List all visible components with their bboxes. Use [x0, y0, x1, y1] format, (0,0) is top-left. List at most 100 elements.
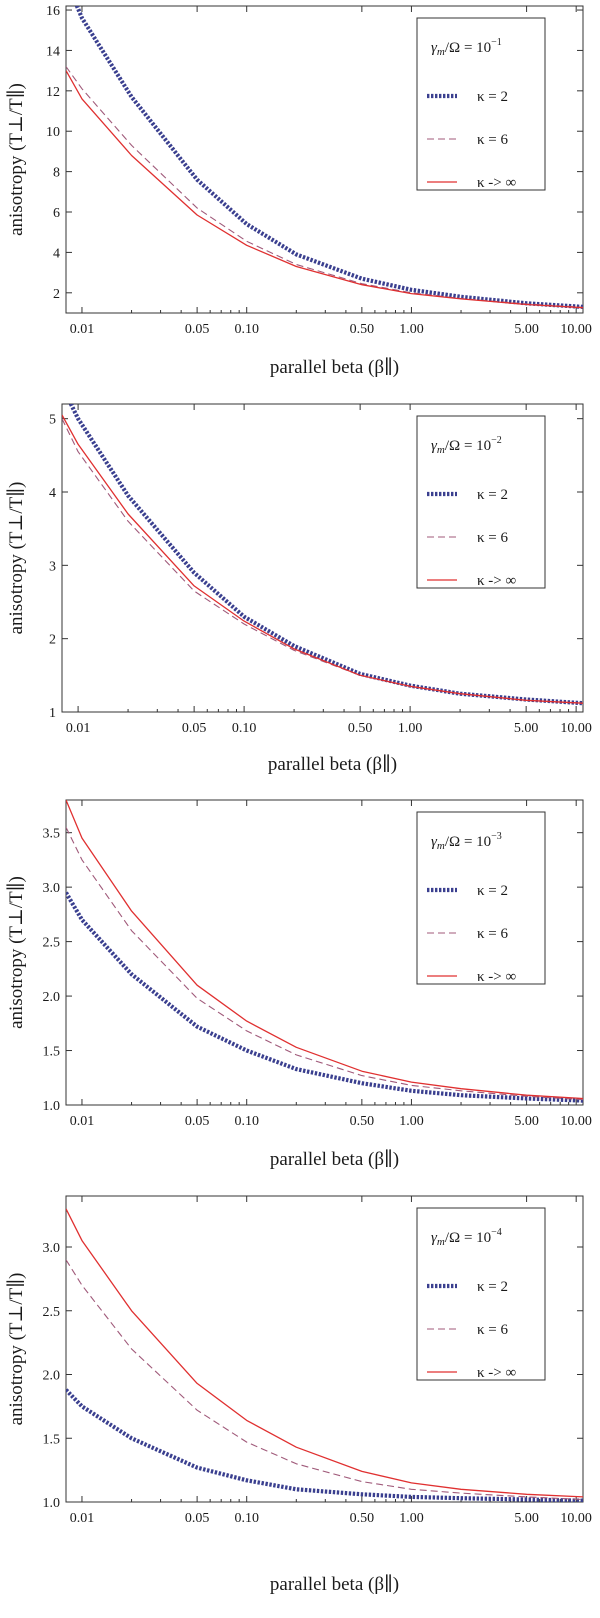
- y-tick-label: 1.0: [43, 1496, 61, 1511]
- x-tick-label: 0.10: [234, 1114, 259, 1129]
- x-tick-label: 0.10: [234, 1511, 259, 1526]
- y-tick-label: 2.5: [43, 1305, 61, 1320]
- series-group: [66, 1208, 583, 1502]
- legend-entry: κ = 6: [477, 530, 509, 546]
- legend-entry: κ = 2: [477, 89, 508, 105]
- y-tick-label: 12: [46, 85, 60, 100]
- x-tick-label: 10.00: [560, 1114, 592, 1129]
- x-tick-label: 10.00: [560, 322, 592, 337]
- series-line-dotted: [66, 1388, 583, 1502]
- legend-entry: κ = 6: [477, 926, 509, 942]
- legend-title: γm/Ω = 10−1: [431, 37, 502, 58]
- x-tick-label: 0.50: [350, 1114, 375, 1129]
- x-axis-label: parallel beta (β∥): [268, 754, 397, 775]
- chart-panel: 0.01 0.05 0.10 0.50 1.00 5.00 10.00 1 2 3 4 5 parall…: [6, 403, 592, 775]
- x-tick-label: 0.05: [185, 1511, 210, 1526]
- x-tick-label: 5.00: [514, 1114, 539, 1129]
- series-line-solid: [62, 414, 583, 704]
- y-axis-label: anisotropy (T⊥/T∥): [6, 876, 27, 1029]
- chart-panel: 0.01 0.05 0.10 0.50 1.00 5.00 10.00 1.0 1.5 2.0 2.…: [6, 1195, 592, 1595]
- series-line-solid: [66, 1208, 583, 1498]
- legend-entry: κ = 2: [477, 883, 508, 899]
- series-line-dashed: [66, 826, 583, 1101]
- legend-entry: κ = 6: [477, 1322, 509, 1338]
- legend-entry: κ -> ∞: [477, 1365, 516, 1381]
- series-group: [66, 800, 583, 1103]
- y-tick-label: 3: [49, 559, 56, 574]
- y-axis-label: anisotropy (T⊥/T∥): [6, 83, 27, 236]
- x-axis-label: parallel beta (β∥): [270, 1574, 399, 1595]
- y-tick-label: 4: [49, 486, 56, 501]
- x-axis-label: parallel beta (β∥): [270, 1149, 399, 1170]
- x-tick-label: 0.01: [70, 1511, 95, 1526]
- y-tick-label: 10: [46, 125, 60, 140]
- x-tick-label: 1.00: [399, 322, 424, 337]
- y-tick-label: 3.0: [43, 881, 61, 896]
- y-tick-label: 2.5: [43, 936, 61, 951]
- legend-title: γm/Ω = 10−3: [431, 831, 502, 852]
- series-line-solid: [66, 800, 583, 1100]
- chart-panel: 0.01 0.05 0.10 0.50 1.00 5.00 10.00 2 4 6 8 10 12 14 1…: [6, 4, 592, 378]
- y-tick-label: 1.5: [43, 1045, 61, 1060]
- legend: γm/Ω = 10−1 κ = 2 κ = 6 κ -> ∞: [416, 17, 546, 191]
- x-tick-label: 0.05: [182, 721, 207, 736]
- y-tick-label: 3.5: [43, 827, 61, 842]
- x-tick-label: 0.50: [348, 721, 373, 736]
- chart-panel: 0.01 0.05 0.10 0.50 1.00 5.00 10.00 1.0 1.5 2.0 2.…: [6, 799, 592, 1170]
- x-tick-label: 10.00: [560, 1511, 592, 1526]
- x-tick-label: 1.00: [399, 1114, 424, 1129]
- y-tick-label: 16: [46, 4, 60, 19]
- x-tick-label: 0.01: [70, 1114, 95, 1129]
- plot-frame: [65, 799, 584, 1106]
- x-tick-label: 0.05: [185, 322, 210, 337]
- x-tick-label: 1.00: [399, 1511, 424, 1526]
- y-tick-label: 1.5: [43, 1432, 61, 1447]
- x-tick-label: 1.00: [398, 721, 423, 736]
- plot-frame: [65, 5, 584, 314]
- y-tick-label: 6: [53, 206, 60, 221]
- series-line-solid: [66, 70, 583, 309]
- legend-entry: κ -> ∞: [477, 969, 516, 985]
- x-tick-label: 5.00: [514, 721, 539, 736]
- legend: γm/Ω = 10−4 κ = 2 κ = 6 κ -> ∞: [416, 1207, 546, 1381]
- plot-frame: [61, 403, 584, 713]
- legend: γm/Ω = 10−3 κ = 2 κ = 6 κ -> ∞: [416, 811, 546, 985]
- y-tick-label: 2.0: [43, 990, 61, 1005]
- y-tick-label: 4: [53, 246, 60, 261]
- legend-box: [416, 17, 546, 191]
- y-tick-label: 14: [46, 44, 60, 59]
- legend: γm/Ω = 10−2 κ = 2 κ = 6 κ -> ∞: [416, 415, 546, 589]
- legend-entry: κ -> ∞: [477, 175, 516, 191]
- y-axis-label: anisotropy (T⊥/T∥): [6, 482, 27, 635]
- legend-entry: κ -> ∞: [477, 573, 516, 589]
- series-group: [66, 6, 583, 309]
- legend-box: [416, 811, 546, 985]
- x-tick-label: 0.10: [234, 322, 259, 337]
- x-tick-label: 0.05: [185, 1114, 210, 1129]
- plot-frame: [65, 1195, 584, 1503]
- series-line-dashed: [66, 1259, 583, 1501]
- legend-box: [416, 415, 546, 589]
- legend-entry: κ = 6: [477, 132, 509, 148]
- x-tick-label: 5.00: [514, 1511, 539, 1526]
- y-tick-label: 3.0: [43, 1241, 61, 1256]
- x-tick-label: 5.00: [514, 322, 539, 337]
- y-tick-label: 8: [53, 166, 60, 181]
- legend-entry: κ = 2: [477, 1279, 508, 1295]
- y-tick-label: 5: [49, 413, 56, 428]
- x-tick-label: 10.00: [560, 721, 592, 736]
- x-tick-label: 0.50: [350, 322, 375, 337]
- legend-entry: κ = 2: [477, 487, 508, 503]
- y-axis-label: anisotropy (T⊥/T∥): [6, 1273, 27, 1426]
- legend-title: γm/Ω = 10−4: [431, 1227, 502, 1248]
- series-line-dotted: [74, 6, 583, 309]
- x-tick-label: 0.50: [350, 1511, 375, 1526]
- y-tick-label: 1.0: [43, 1099, 61, 1114]
- x-tick-label: 0.01: [70, 322, 95, 337]
- x-tick-label: 0.10: [232, 721, 257, 736]
- x-tick-label: 0.01: [66, 721, 91, 736]
- series-group: [62, 404, 583, 706]
- series-line-dotted: [66, 891, 583, 1103]
- x-axis-label: parallel beta (β∥): [270, 357, 399, 378]
